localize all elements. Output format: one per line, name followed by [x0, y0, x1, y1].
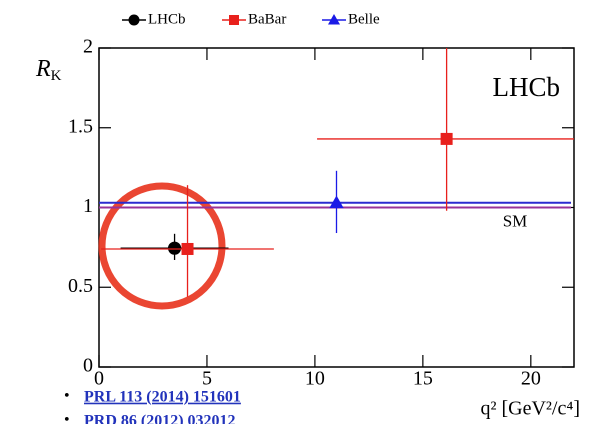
bullet: •	[64, 412, 70, 424]
x-axis-label: q² [GeV²/c⁴]	[481, 398, 580, 420]
x-tick-label: 5	[202, 368, 212, 390]
y-tick-label: 0	[83, 355, 93, 377]
marker	[329, 195, 344, 209]
marker	[167, 241, 182, 255]
x-tick-label: 0	[94, 368, 104, 390]
legend-marker	[229, 15, 239, 25]
legend-marker	[128, 14, 140, 26]
y-tick-label: 1.5	[68, 115, 93, 137]
x-tick-label: 20	[521, 368, 541, 390]
highlight-circle	[98, 182, 226, 310]
legend-label: BaBar	[248, 11, 286, 27]
bullet: •	[64, 388, 70, 405]
reference-link[interactable]: PRL 113 (2014) 151601	[84, 389, 241, 406]
y-axis-label: RK	[35, 56, 62, 85]
x-tick-label: 10	[305, 368, 325, 390]
y-tick-label: 1	[83, 195, 93, 217]
plot-area	[99, 48, 574, 297]
marker	[440, 132, 453, 145]
reference-link[interactable]: PRD 86 (2012) 032012	[84, 413, 236, 424]
y-tick-label: 2	[83, 36, 93, 58]
annotation: LHCb	[493, 72, 561, 102]
reference-label: SM	[503, 211, 528, 230]
y-label-sub: K	[51, 68, 62, 84]
legend-label: LHCb	[148, 11, 186, 27]
y-tick-label: 0.5	[68, 275, 93, 297]
legend-label: Belle	[348, 11, 380, 27]
y-label-main: R	[35, 56, 51, 82]
legend-marker	[328, 14, 340, 25]
marker	[181, 242, 194, 255]
x-tick-label: 15	[413, 368, 433, 390]
